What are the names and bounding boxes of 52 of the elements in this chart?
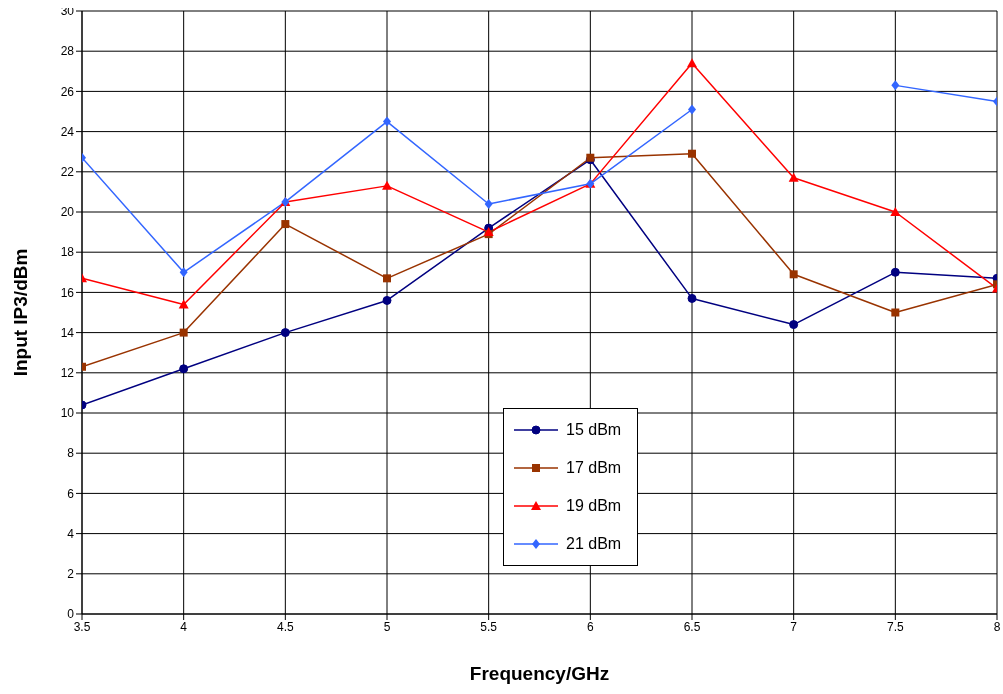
point — [688, 104, 696, 115]
x-tick-label: 6 — [586, 619, 594, 634]
y-tick-label: 22 — [60, 165, 75, 180]
y-tick-label: 24 — [60, 124, 75, 139]
y-tick-label: 2 — [67, 567, 75, 582]
point — [891, 80, 900, 91]
y-tick-label: 14 — [60, 325, 75, 340]
y-tick-label: 10 — [60, 406, 75, 421]
x-tick-label: 4.5 — [276, 619, 294, 634]
y-tick-label: 18 — [60, 245, 75, 260]
x-tick-label: 6.5 — [683, 619, 701, 634]
y-tick-label: 20 — [60, 205, 75, 220]
x-tick-label: 8 — [993, 619, 1001, 634]
x-tick-label: 5 — [383, 619, 391, 634]
point — [281, 220, 290, 229]
point — [891, 308, 900, 317]
point — [890, 207, 901, 216]
legend-label: 21 dBm — [566, 535, 622, 553]
y-tick-label: 12 — [60, 366, 75, 381]
point — [484, 198, 493, 209]
point — [179, 364, 189, 374]
point — [383, 116, 391, 127]
point — [383, 274, 391, 283]
point — [687, 293, 697, 303]
x-tick-label: 7 — [790, 619, 798, 634]
point — [890, 267, 900, 277]
y-tick-label: 16 — [60, 285, 75, 300]
y-tick-label: 4 — [67, 526, 75, 541]
x-tick-label: 7.5 — [886, 619, 904, 634]
point — [179, 267, 188, 278]
y-tick-label: 6 — [67, 486, 75, 501]
y-axis-title: Input IP3/dBm — [9, 248, 31, 377]
point — [179, 328, 188, 337]
y-tick-label: 28 — [60, 44, 75, 59]
x-axis-title: Frequency/GHz — [469, 663, 610, 684]
point — [788, 172, 799, 182]
x-tick-label: 4 — [180, 619, 188, 634]
point — [382, 180, 392, 190]
y-tick-label: 0 — [67, 607, 75, 622]
legend-label: 15 dBm — [566, 421, 622, 439]
y-tick-label: 26 — [60, 84, 75, 99]
point — [789, 320, 799, 330]
x-tick-label: 5.5 — [480, 619, 498, 634]
point — [789, 270, 798, 279]
y-tick-label: 8 — [67, 446, 75, 461]
point — [687, 58, 697, 68]
legend-label: 19 dBm — [566, 497, 622, 515]
point — [280, 328, 290, 338]
point — [688, 149, 696, 158]
x-tick-label: 3.5 — [73, 619, 91, 634]
point — [382, 295, 392, 305]
legend-label: 17 dBm — [566, 459, 622, 477]
